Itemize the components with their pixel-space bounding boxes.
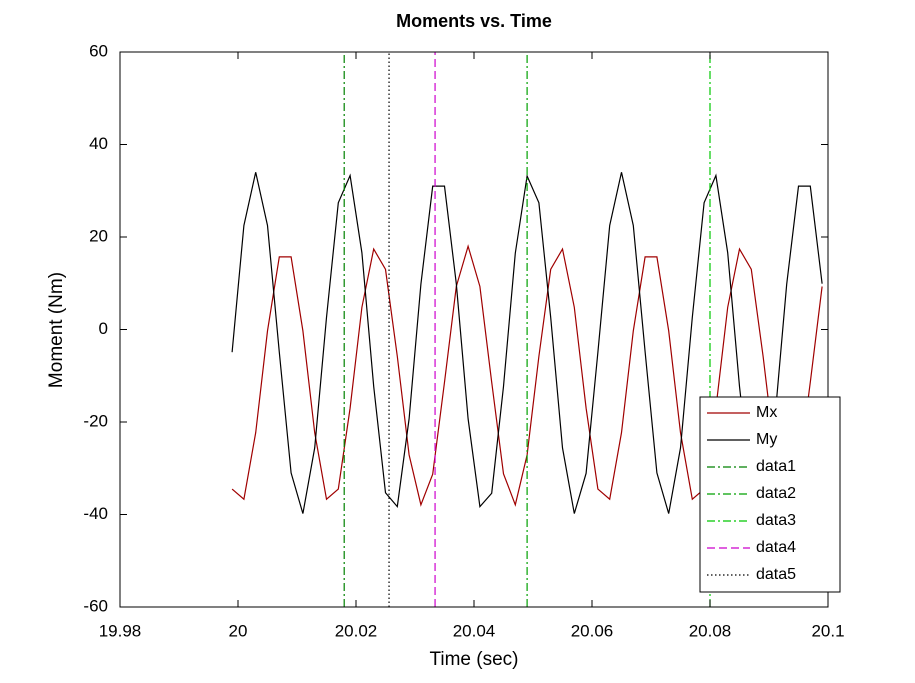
- legend-label: data3: [756, 512, 796, 529]
- series-line: [231, 172, 823, 514]
- x-tick-label: 19.98: [99, 621, 142, 640]
- x-axis-label: Time (sec): [429, 649, 518, 670]
- legend-label: data4: [756, 539, 796, 556]
- legend-label: data1: [756, 458, 796, 475]
- legend-label: My: [756, 431, 777, 448]
- y-tick-label: 0: [99, 319, 108, 338]
- y-tick-label: 20: [89, 226, 108, 245]
- legend-label: data2: [756, 485, 796, 502]
- x-tick-label: 20: [229, 621, 248, 640]
- legend-label: data5: [756, 566, 796, 583]
- series-line: [231, 244, 823, 507]
- x-tick-label: 20.02: [335, 621, 378, 640]
- legend: Mx My data1 data2 data3 data4 data5: [699, 396, 841, 593]
- x-tick-label: 20.1: [811, 621, 844, 640]
- x-tick-label: 20.06: [571, 621, 614, 640]
- y-tick-label: -20: [83, 411, 108, 430]
- chart-title: Moments vs. Time: [396, 11, 552, 31]
- y-tick-label: 40: [89, 134, 108, 153]
- y-tick-label: -60: [83, 596, 108, 615]
- legend-label: Mx: [756, 404, 777, 421]
- y-axis-label: Moment (Nm): [46, 272, 67, 388]
- y-tick-label: -40: [83, 504, 108, 523]
- y-tick-label: 60: [89, 41, 108, 60]
- x-tick-label: 20.08: [689, 621, 732, 640]
- x-tick-label: 20.04: [453, 621, 496, 640]
